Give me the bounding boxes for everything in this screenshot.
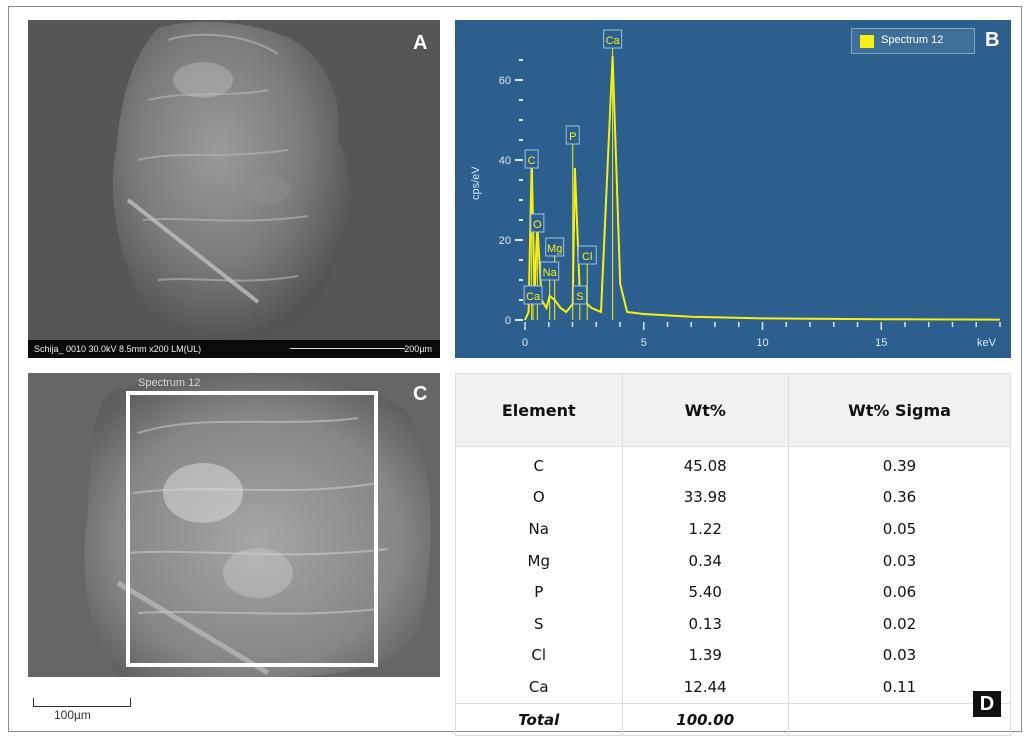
sem-particle-image [28,20,440,358]
peak-label-box [540,261,560,281]
table-row: Na 1.22 0.05 [455,513,1011,545]
y-axis-label: cps/eV [470,166,482,200]
spectrum-line [524,55,1001,321]
cell-wt: 45.08 [621,446,789,482]
cell-element: Ca [455,671,623,704]
x-tick-label: 15 [875,337,887,349]
x-axis-label: keV [977,337,997,349]
cell-wt: 12.44 [621,671,789,704]
table-row: O 33.98 0.36 [455,481,1011,514]
legend-swatch [860,35,874,48]
x-tick-label: 10 [756,337,768,349]
header-element: Element [455,373,623,447]
peak-label: C [528,155,536,167]
cell-total-label: Total [455,702,623,737]
peak-label-box [523,285,543,305]
composition-table: Element Wt% Wt% Sigma C 45.08 0.39 O 33.… [455,373,1011,737]
header-wt: Wt% [621,373,789,447]
eds-spectrum-panel-b: 0 20 40 60 cps/eV 0 5 10 15 keV C O Mg Na Ca P Cl S Ca Spe… [455,20,1011,358]
table-header-row: Element Wt% Wt% Sigma [455,373,1011,447]
cell-wt: 0.13 [621,607,789,640]
table-row: Ca 12.44 0.11 [455,671,1011,704]
peak-label: Ca [606,35,621,47]
cell-element: Na [455,513,623,545]
peak-label: Ca [526,291,541,303]
panel-letter-a: A [413,32,428,54]
peak-label: O [533,219,542,231]
cell-element: C [455,446,623,482]
cell-wt: 1.22 [621,513,789,545]
header-wt-sigma: Wt% Sigma [788,373,1011,447]
peak-label-box [524,149,539,169]
panel-letter-d: D [973,691,1001,717]
sem-image-panel-a: Schija_ 0010 30.0kV 8.5mm x200 LM(UL) 20… [28,20,440,358]
cell-element: Mg [455,544,623,577]
peak-label: P [569,131,576,143]
x-tick-label: 0 [522,337,528,349]
table-row: C 45.08 0.39 [455,446,1011,482]
spectrum-legend: Spectrum 12 [851,28,975,54]
peak-label-box [577,245,597,265]
sem-info-bar: Schija_ 0010 30.0kV 8.5mm x200 LM(UL) 20… [28,340,440,358]
cell-sigma: 0.06 [788,576,1011,608]
cell-element: P [455,576,623,608]
cell-sigma: 0.02 [788,607,1011,640]
peak-label-box [603,29,623,49]
panel-letter-b: B [985,29,1000,51]
peak-label: Mg [547,243,562,255]
sem-image-panel-c: Spectrum 12 C [28,373,440,677]
x-tick-label: 5 [641,337,647,349]
cell-wt: 0.34 [621,544,789,577]
peak-label-box [530,213,545,233]
cell-element: Cl [455,639,623,672]
roi-rectangle [126,391,378,667]
y-tick-label: 0 [505,315,511,327]
table-row: S 0.13 0.02 [455,607,1011,640]
sem-scale-ticks [290,342,405,349]
table-row: Cl 1.39 0.03 [455,639,1011,672]
peak-label: Na [543,267,558,279]
sem-roi-image [28,373,440,677]
cell-wt: 1.39 [621,639,789,672]
cell-sigma: 0.05 [788,513,1011,545]
composition-table-panel-d: Element Wt% Wt% Sigma C 45.08 0.39 O 33.… [455,373,1011,737]
peak-label-box [565,125,580,145]
scale-bar-c [33,698,131,707]
cell-element: O [455,481,623,514]
table-row: Mg 0.34 0.03 [455,544,1011,577]
peak-label: Cl [582,251,592,263]
peak-label: S [576,291,583,303]
cell-element: S [455,607,623,640]
legend-label: Spectrum 12 [881,34,944,46]
y-tick-label: 40 [499,155,511,167]
cell-sigma: 0.03 [788,544,1011,577]
scale-bar-c-label: 100µm [54,708,91,722]
y-tick-label: 60 [499,75,511,87]
table-row: P 5.40 0.06 [455,576,1011,608]
cell-sigma: 0.03 [788,639,1011,672]
roi-label: Spectrum 12 [138,377,201,389]
cell-sigma: 0.39 [788,446,1011,482]
y-tick-label: 20 [499,235,511,247]
cell-sigma: 0.36 [788,481,1011,514]
cell-wt: 33.98 [621,481,789,514]
panel-letter-c: C [413,383,428,405]
table-total-row: Total 100.00 [455,702,1011,737]
sem-info-text: Schija_ 0010 30.0kV 8.5mm x200 LM(UL) [34,344,202,354]
cell-wt: 5.40 [621,576,789,608]
sem-scale-label: 200µm [404,344,432,354]
peak-label-box [572,285,587,305]
peak-label-box [545,237,565,257]
cell-total-wt: 100.00 [621,702,789,737]
